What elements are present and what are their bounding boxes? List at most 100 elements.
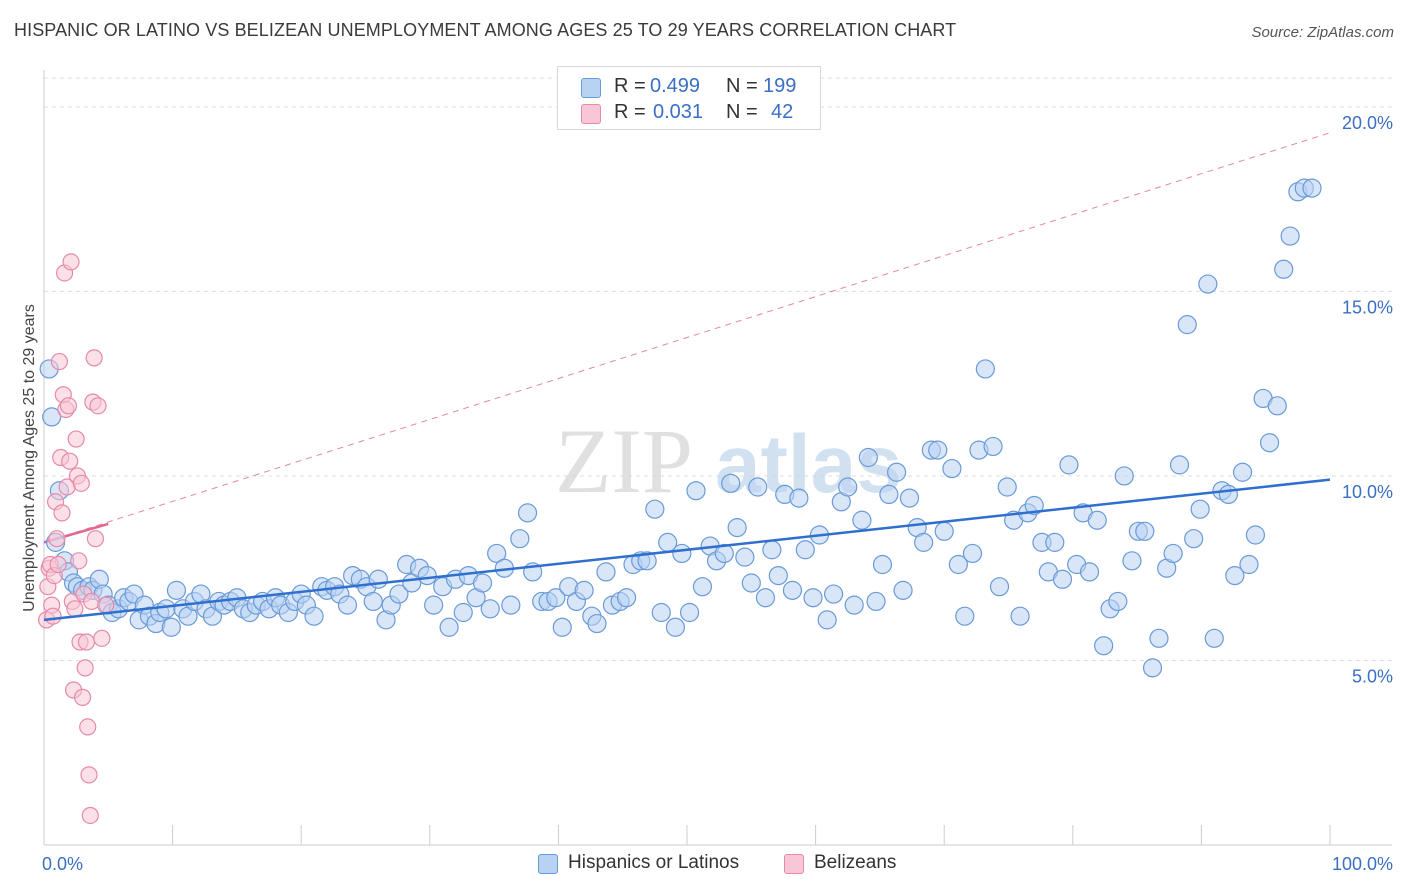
- legend-swatch-blue: [538, 854, 558, 874]
- data-point-hispanics: [989, 577, 1010, 597]
- data-point-hispanics: [1079, 562, 1100, 582]
- data-point-belizeans: [86, 530, 105, 548]
- data-point-hispanics: [363, 591, 383, 612]
- trend-line-hispanics: [43, 478, 1331, 622]
- legend-r-label: R =: [614, 101, 646, 123]
- data-point-belizeans: [85, 349, 103, 367]
- correlation-legend: R = 0.499 N = 199 R = 0.031 N = 42: [557, 66, 821, 130]
- data-point-belizeans: [50, 352, 69, 371]
- data-point-hispanics: [166, 580, 187, 600]
- legend-row-hispanics: R = 0.499 N = 199: [558, 74, 820, 102]
- data-point-hispanics: [616, 588, 637, 608]
- data-point-belizeans: [59, 397, 78, 415]
- data-point-hispanics: [838, 477, 858, 497]
- source-label: Source: ZipAtlas.com: [1251, 24, 1394, 41]
- data-point-hispanics: [735, 547, 755, 567]
- data-point-hispanics: [304, 606, 324, 626]
- data-point-hispanics: [156, 599, 176, 619]
- data-point-hispanics: [789, 488, 809, 508]
- data-point-hispanics: [552, 617, 572, 637]
- data-point-hispanics: [1108, 591, 1128, 612]
- data-point-hispanics: [161, 617, 181, 637]
- data-point-hispanics: [472, 573, 493, 593]
- data-point-hispanics: [741, 573, 761, 593]
- data-point-hispanics: [1169, 455, 1190, 475]
- legend-swatch-pink: [581, 104, 601, 124]
- data-point-hispanics: [1087, 510, 1107, 530]
- data-point-hispanics: [1280, 226, 1300, 246]
- data-point-hispanics: [1149, 628, 1169, 648]
- data-point-hispanics: [1259, 433, 1280, 453]
- legend-label-belizeans: Belizeans: [814, 852, 897, 873]
- data-point-hispanics: [803, 588, 823, 608]
- watermark-zip: ZIP: [555, 410, 693, 512]
- data-point-hispanics: [574, 580, 594, 600]
- data-point-belizeans: [81, 806, 99, 825]
- data-point-hispanics: [755, 588, 776, 608]
- data-point-hispanics: [942, 458, 962, 479]
- data-point-hispanics: [1024, 495, 1044, 516]
- data-point-hispanics: [893, 580, 913, 600]
- x-tick-label-max: 100.0%: [1332, 854, 1393, 874]
- data-point-hispanics: [480, 599, 500, 619]
- series-legend: Hispanics or Latinos Belizeans: [0, 852, 1406, 878]
- data-point-belizeans: [48, 530, 66, 548]
- trend-line-belizeans-extended: [43, 132, 1331, 543]
- data-point-belizeans: [66, 600, 84, 618]
- data-point-hispanics: [879, 484, 899, 505]
- data-point-hispanics: [975, 359, 995, 379]
- grid-lines: [44, 77, 1392, 661]
- data-point-hispanics: [795, 540, 815, 560]
- hispanics-trend: [43, 478, 1331, 622]
- y-tick-label: 20.0%: [1342, 113, 1393, 133]
- data-point-hispanics: [948, 554, 968, 575]
- y-tick-label: 5.0%: [1352, 666, 1393, 686]
- data-point-hispanics: [1225, 565, 1245, 586]
- data-point-hispanics: [1274, 259, 1294, 279]
- data-point-hispanics: [762, 540, 782, 560]
- hispanics-points: [39, 178, 1322, 678]
- data-point-hispanics: [510, 529, 530, 549]
- data-point-belizeans: [77, 633, 96, 651]
- data-point-hispanics: [899, 488, 920, 508]
- data-point-hispanics: [1184, 529, 1204, 549]
- data-point-hispanics: [501, 595, 521, 615]
- data-point-belizeans: [93, 629, 111, 647]
- legend-n-value: 199: [763, 75, 797, 97]
- data-point-hispanics: [844, 595, 864, 615]
- data-point-belizeans: [67, 430, 85, 448]
- belizeans-points: [37, 253, 115, 825]
- data-point-hispanics: [768, 565, 788, 586]
- data-point-hispanics: [1302, 178, 1322, 198]
- data-point-hispanics: [665, 617, 686, 637]
- legend-swatch-blue: [581, 78, 601, 98]
- data-point-hispanics: [1052, 569, 1073, 589]
- y-tick-label: 10.0%: [1342, 482, 1393, 502]
- data-point-hispanics: [42, 407, 62, 427]
- data-point-belizeans: [72, 474, 90, 492]
- x-tick-label-min: 0.0%: [42, 854, 83, 874]
- data-point-hispanics: [1163, 543, 1183, 564]
- data-point-hispanics: [727, 518, 747, 538]
- legend-n-label: N =: [726, 101, 758, 123]
- watermark: ZIP atlas: [555, 410, 902, 512]
- data-point-hispanics: [517, 503, 538, 523]
- data-point-hispanics: [1267, 396, 1287, 416]
- data-point-hispanics: [983, 436, 1003, 457]
- data-point-hispanics: [1190, 499, 1210, 519]
- data-point-belizeans: [62, 253, 80, 271]
- data-point-hispanics: [651, 602, 671, 623]
- data-point-belizeans: [76, 659, 94, 677]
- data-point-hispanics: [914, 532, 934, 552]
- legend-r-label: R =: [614, 75, 646, 97]
- data-point-hispanics: [637, 551, 657, 571]
- data-point-hispanics: [928, 440, 948, 460]
- data-point-hispanics: [546, 588, 566, 608]
- data-point-hispanics: [1245, 525, 1266, 545]
- legend-r-value: 0.499: [650, 75, 701, 97]
- data-point-hispanics: [596, 562, 616, 582]
- data-point-hispanics: [1045, 532, 1065, 552]
- data-point-hispanics: [872, 554, 893, 575]
- data-point-hispanics: [782, 580, 803, 600]
- data-point-hispanics: [962, 543, 983, 564]
